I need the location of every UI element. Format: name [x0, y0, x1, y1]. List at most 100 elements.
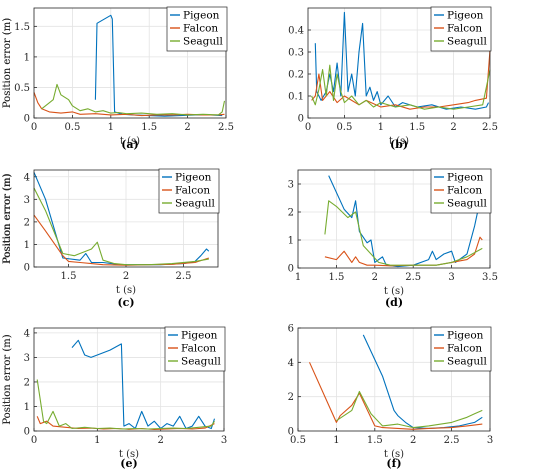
panel-caption: (c) — [117, 296, 134, 309]
x-tick-label: 1 — [333, 435, 339, 446]
x-tick-label: 2 — [123, 271, 129, 282]
x-tick-label: 1 — [378, 122, 384, 133]
panel-e: 0 1 2 3 0 1 2 3 4 t (s) Position error (m) PigeonFa… — [2, 326, 227, 470]
x-tick-label: 1.5 — [141, 122, 157, 133]
x-tick-label: 0.5 — [290, 435, 306, 446]
y-tick-label: 0.4 — [288, 26, 304, 37]
x-tick-label: 1 — [295, 272, 301, 283]
legend-label-seagull: Seagull — [447, 198, 488, 210]
x-axis-label: t (s) — [116, 285, 136, 296]
y-tick-label: 3 — [288, 180, 294, 191]
legend-label-seagull: Seagull — [447, 36, 488, 48]
y-axis-label: Position error (m) — [2, 173, 13, 263]
y-tick-label: 0 — [24, 114, 30, 125]
y-tick-label: 1 — [288, 236, 294, 247]
x-tick-label: 2 — [450, 122, 456, 133]
y-tick-label: 2 — [288, 392, 294, 403]
legend-label-seagull: Seagull — [447, 356, 488, 368]
x-axis-label: t (s) — [119, 449, 139, 460]
y-tick-label: 3 — [24, 195, 30, 206]
series-line-seagull — [324, 200, 483, 266]
series-line-seagull — [41, 83, 226, 116]
x-tick-label: 0 — [31, 435, 37, 446]
y-tick-label: 4 — [24, 328, 30, 339]
x-tick-label: 2.5 — [405, 272, 421, 283]
x-tick-label: 3 — [448, 272, 454, 283]
legend-label-pigeon: Pigeon — [181, 330, 218, 342]
series-line-falcon — [311, 49, 491, 110]
legend-label-falcon: Falcon — [181, 343, 216, 355]
x-axis-label: t (s) — [384, 286, 404, 297]
y-tick-label: 0 — [288, 427, 294, 438]
x-tick-label: 2 — [157, 435, 163, 446]
y-tick-label: 2 — [288, 208, 294, 219]
x-tick-label: 2 — [184, 122, 190, 133]
x-tick-label: 0.5 — [64, 122, 80, 133]
legend-label-pigeon: Pigeon — [447, 10, 484, 22]
x-tick-label: 2 — [372, 272, 378, 283]
series-line-falcon — [308, 362, 483, 430]
x-tick-label: 1.5 — [409, 122, 425, 133]
y-tick-label: 4 — [24, 172, 30, 183]
legend-label-falcon: Falcon — [175, 185, 210, 197]
panel-a: 0 0.5 1 1.5 2 2.500.511.5t (s)Position error … — [2, 6, 234, 151]
x-axis-label: t (s) — [384, 449, 404, 460]
x-tick-label: 2.5 — [444, 435, 460, 446]
series-line-pigeon — [71, 339, 216, 430]
y-tick-label: 2 — [24, 217, 30, 228]
y-axis-label: Position error (m) — [2, 334, 13, 424]
x-tick-label: 3 — [487, 435, 493, 446]
panel-c: 1.5 2 2.5 0 1 2 3 4 t (s) Position error (m) Pigeo… — [2, 168, 220, 309]
legend-label-seagull: Seagull — [175, 198, 216, 210]
y-tick-label: 1 — [24, 52, 30, 63]
panel-caption: (e) — [120, 457, 137, 470]
x-tick-label: 2.5 — [176, 271, 192, 282]
series-line-seagull — [36, 379, 215, 430]
x-tick-label: 1.5 — [61, 271, 77, 282]
y-tick-label: 2 — [24, 377, 30, 388]
series-line-falcon — [324, 236, 483, 267]
axes-frame — [297, 327, 491, 432]
y-axis-label: Position error (m) — [2, 18, 13, 108]
y-tick-label: 0.2 — [288, 70, 304, 81]
x-axis-label: t (s) — [389, 136, 409, 147]
legend-label-falcon: Falcon — [183, 23, 218, 35]
x-tick-label: 1.5 — [328, 272, 344, 283]
y-tick-label: 6 — [288, 324, 294, 335]
y-axis-label: Position error (m) — [2, 18, 13, 108]
series-line-seagull — [336, 390, 483, 429]
x-tick-label: 0 — [305, 122, 311, 133]
x-tick-label: 1 — [94, 435, 100, 446]
y-tick-label: 0 — [24, 427, 30, 438]
legend-label-pigeon: Pigeon — [183, 10, 220, 22]
x-axis-label: t (s) — [120, 136, 140, 147]
legend-label-pigeon: Pigeon — [447, 172, 484, 184]
y-tick-label: 0.5 — [14, 83, 30, 94]
panel-caption: (a) — [121, 138, 139, 151]
axes-frame — [297, 169, 491, 269]
axes-frame — [33, 327, 225, 432]
series-line-seagull — [311, 64, 491, 110]
y-tick-label: 3 — [24, 353, 30, 364]
legend-label-falcon: Falcon — [447, 343, 482, 355]
panel-caption: (f) — [386, 457, 401, 470]
y-tick-label: 0.1 — [288, 92, 304, 103]
legend-label-seagull: Seagull — [181, 356, 222, 368]
x-tick-label: 1 — [108, 122, 114, 133]
series-line-falcon — [33, 214, 209, 266]
x-tick-label: 0.5 — [336, 122, 352, 133]
panel-f: 0.5 1 1.5 2 2.5 3 0 2 4 6 t (s) Position error (m) P… — [2, 324, 493, 471]
x-tick-label: 2.5 — [218, 122, 234, 133]
legend-label-falcon: Falcon — [447, 23, 482, 35]
y-axis-label: Position error (m) — [2, 334, 13, 424]
y-tick-label: 0 — [298, 114, 304, 125]
legend-label-pigeon: Pigeon — [447, 330, 484, 342]
x-tick-label: 2.5 — [482, 122, 498, 133]
x-tick-label: 2 — [410, 435, 416, 446]
y-tick-label: 0 — [288, 264, 294, 275]
series-line-seagull — [33, 187, 209, 266]
axes-frame — [33, 7, 227, 119]
legend-label-pigeon: Pigeon — [175, 172, 212, 184]
